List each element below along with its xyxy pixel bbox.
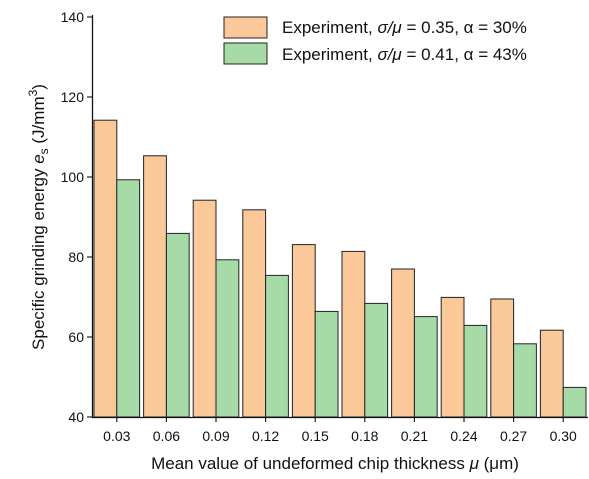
legend-label-series-2-suffix: = 0.41, α = 43% [402, 45, 527, 64]
bar-series-2-0.06 [165, 232, 190, 418]
y-tick-label: 100 [61, 169, 85, 185]
y-axis-title-text: Specific grinding energy [29, 164, 48, 350]
x-tick-label: 0.06 [153, 428, 180, 444]
bar-series-2-0.03 [116, 179, 141, 418]
bar-series-1-0.21 [391, 268, 415, 418]
legend-label-series-1-symbol: σ/μ [377, 18, 402, 37]
x-tick-label: 0.21 [401, 428, 428, 444]
x-axis-title-text: Mean value of undeformed chip thickness [151, 454, 469, 473]
bar-series-2-0.09 [215, 259, 240, 418]
bar-series-1-0.27 [490, 298, 515, 418]
bar-series-2-0.30 [562, 386, 587, 418]
x-axis-title: Mean value of undeformed chip thickness … [151, 454, 519, 473]
y-ticks: 40 60 80 100 120 140 [61, 9, 92, 425]
y-axis-title-unit: (J/mm [29, 96, 48, 148]
bar-series-1-0.24 [440, 296, 465, 418]
bar-series-2-0.18 [364, 302, 389, 418]
bar-series-1-0.18 [341, 250, 366, 418]
y-axis-title: Specific grinding energy es (J/mm3) [26, 84, 51, 350]
bar-series-2-0.15 [314, 310, 339, 418]
legend-label-series-2-symbol: σ/μ [377, 45, 402, 64]
x-axis-title-unit: (μm) [479, 454, 519, 473]
bar-series-1-0.09 [192, 199, 217, 418]
bar-series-2-0.24 [463, 324, 488, 418]
legend-label-series-2-prefix: Experiment, [282, 45, 377, 64]
y-axis-title-close: ) [29, 84, 48, 90]
legend-label-series-1: Experiment, σ/μ = 0.35, α = 30% [282, 18, 527, 37]
bar-series-1-0.12 [242, 209, 267, 418]
x-axis-title-symbol: μ [469, 454, 480, 473]
y-tick-label: 140 [61, 9, 85, 25]
bar-series-2-0.21 [413, 316, 438, 418]
x-tick-label: 0.18 [351, 428, 378, 444]
legend-label-series-2: Experiment, σ/μ = 0.41, α = 43% [282, 45, 527, 64]
bar-series-1-0.15 [291, 244, 316, 418]
bar-series-1-0.06 [143, 155, 167, 418]
bar-series-2-0.12 [265, 274, 289, 418]
x-tick-label: 0.27 [500, 428, 527, 444]
x-tick-label: 0.09 [202, 428, 229, 444]
legend: Experiment, σ/μ = 0.35, α = 30% Experime… [223, 16, 527, 65]
x-tick-label: 0.15 [302, 428, 329, 444]
x-tick-label: 0.24 [450, 428, 477, 444]
x-ticks: 0.03 0.06 0.09 0.12 0.15 0.18 0.21 0.24 0.27 0.30 [103, 417, 577, 444]
y-axis-title-superscript: 3 [26, 89, 40, 96]
legend-label-series-1-suffix: = 0.35, α = 30% [402, 18, 527, 37]
x-tick-label: 0.30 [550, 428, 577, 444]
x-tick-label: 0.03 [103, 428, 130, 444]
axes [91, 15, 588, 419]
y-tick-label: 40 [68, 409, 84, 425]
bar-series-1-0.30 [539, 329, 564, 418]
y-tick-label: 80 [68, 249, 84, 265]
y-axis-title-symbol: e [29, 154, 48, 163]
legend-swatch-series-1 [223, 16, 268, 39]
legend-swatch-series-2 [223, 42, 268, 65]
y-tick-label: 60 [68, 329, 84, 345]
bars-group [93, 119, 587, 418]
x-tick-label: 0.12 [252, 428, 279, 444]
y-axis-title-subscript: s [37, 148, 51, 154]
legend-label-series-1-prefix: Experiment, [282, 18, 377, 37]
bar-series-2-0.27 [513, 343, 537, 418]
bar-series-1-0.03 [93, 119, 118, 418]
y-tick-label: 120 [61, 89, 85, 105]
